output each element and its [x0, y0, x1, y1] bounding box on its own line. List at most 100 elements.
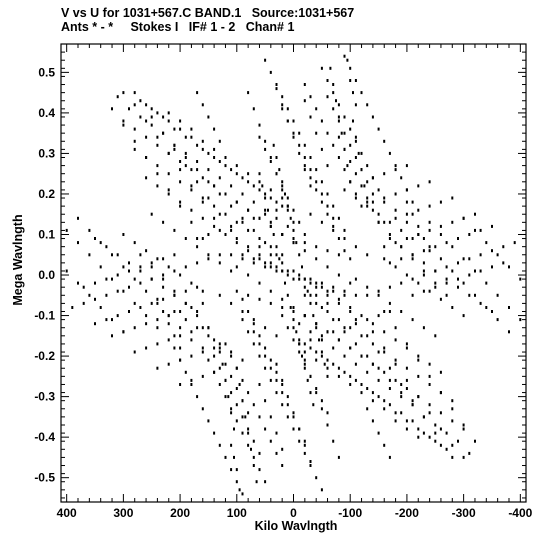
uv-point	[417, 358, 420, 362]
uv-point	[184, 318, 187, 322]
uv-point	[292, 220, 295, 224]
uv-point	[366, 204, 369, 208]
y-tick-label: 0.5	[38, 65, 55, 79]
uv-point	[258, 245, 261, 249]
uv-point	[394, 192, 397, 196]
uv-point	[252, 261, 255, 265]
uv-point	[354, 156, 357, 159]
uv-point	[167, 172, 170, 176]
uv-point	[298, 322, 301, 326]
uv-point	[258, 253, 261, 257]
uv-point	[122, 233, 125, 236]
uv-point	[233, 427, 235, 431]
uv-point	[252, 403, 255, 407]
y-tick-label: -0.5	[34, 471, 55, 485]
uv-point	[252, 200, 255, 204]
uv-point	[213, 147, 216, 151]
uv-point	[377, 188, 380, 192]
uv-point	[196, 310, 199, 313]
uv-point	[400, 245, 403, 249]
uv-point	[405, 273, 408, 277]
uv-point	[179, 334, 182, 338]
uv-point	[281, 253, 284, 257]
uv-point	[207, 358, 210, 362]
uv-point	[434, 269, 437, 273]
uv-point	[462, 455, 465, 459]
uv-point	[309, 293, 312, 297]
uv-point	[303, 439, 306, 443]
uv-point	[405, 164, 408, 168]
uv-point	[241, 220, 244, 224]
uv-point	[167, 338, 170, 342]
uv-point	[201, 374, 204, 378]
uv-point	[201, 139, 204, 143]
uv-point	[346, 58, 349, 62]
uv-point	[366, 253, 369, 257]
uv-point	[377, 431, 380, 435]
uv-point	[303, 285, 306, 289]
uv-point	[303, 366, 306, 370]
uv-point	[258, 237, 261, 240]
uv-point	[156, 172, 159, 176]
uv-point	[196, 160, 199, 163]
uv-point	[269, 245, 272, 249]
uv-point	[88, 293, 91, 297]
uv-point	[326, 301, 329, 305]
uv-point	[201, 200, 204, 204]
uv-point	[258, 281, 261, 285]
uv-point	[275, 208, 278, 212]
uv-point	[247, 208, 250, 212]
uv-point	[284, 192, 286, 196]
uv-point	[457, 237, 459, 240]
uv-point	[428, 362, 431, 366]
uv-point	[292, 310, 295, 313]
uv-point	[468, 233, 471, 236]
uv-point	[323, 362, 326, 366]
uv-point	[366, 387, 369, 390]
uv-point	[241, 358, 244, 362]
uv-point	[241, 257, 244, 261]
uv-point	[264, 366, 267, 370]
uv-point	[303, 156, 306, 159]
uv-point	[252, 342, 255, 346]
uv-point	[292, 415, 295, 419]
uv-point	[383, 310, 386, 313]
uv-point	[388, 403, 391, 407]
uv-point	[156, 257, 159, 261]
uv-point	[150, 277, 153, 281]
uv-point	[230, 204, 233, 208]
uv-point	[145, 322, 148, 326]
uv-point	[400, 391, 403, 395]
uv-point	[179, 119, 182, 123]
uv-point	[411, 212, 414, 216]
uv-point	[292, 318, 295, 322]
uv-point	[196, 143, 199, 147]
uv-point	[326, 423, 329, 427]
uv-point	[479, 301, 482, 305]
uv-point	[167, 265, 170, 269]
uv-point	[343, 330, 346, 334]
uv-point	[139, 269, 142, 273]
uv-point	[377, 212, 380, 216]
uv-point	[354, 196, 357, 200]
x-tick-label: -400	[508, 506, 532, 520]
uv-point	[207, 253, 210, 257]
uv-point	[496, 293, 499, 297]
uv-point	[388, 220, 391, 224]
uv-point	[366, 200, 369, 204]
uv-point	[179, 326, 182, 330]
uv-point	[128, 261, 130, 265]
uv-point	[156, 342, 159, 346]
uv-point	[337, 338, 340, 342]
uv-point	[332, 285, 335, 289]
uv-point	[371, 399, 374, 403]
uv-point	[264, 480, 267, 484]
uv-point	[352, 119, 354, 123]
uv-point	[264, 212, 267, 216]
uv-point	[326, 249, 329, 253]
uv-point	[462, 216, 465, 220]
uv-point	[366, 354, 369, 358]
uv-point	[190, 306, 193, 309]
uv-point	[258, 354, 261, 358]
uv-point	[162, 285, 165, 289]
